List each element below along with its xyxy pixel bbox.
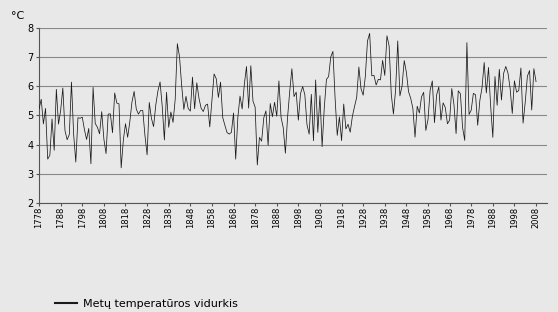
Legend: Metų temperatūros vidurkis: Metų temperatūros vidurkis	[55, 299, 237, 309]
Text: °C: °C	[11, 11, 25, 21]
